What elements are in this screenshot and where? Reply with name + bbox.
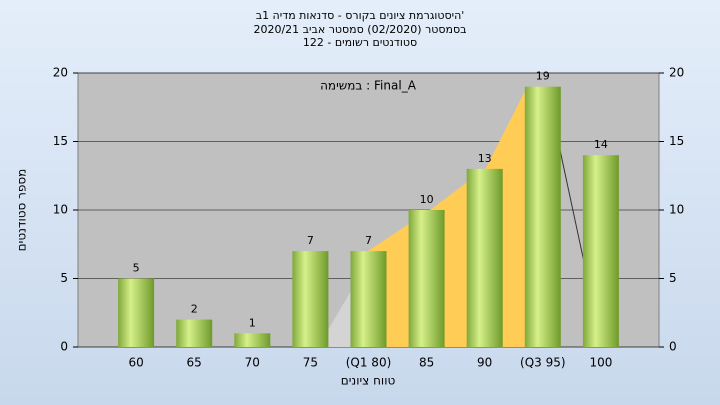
trend-line [559, 149, 585, 263]
x-tick-label: 60 [128, 356, 143, 370]
bar [582, 155, 619, 347]
bar [466, 168, 503, 347]
y2-tick-label: 10 [669, 203, 684, 217]
bar [408, 210, 445, 347]
value-label: 13 [478, 152, 492, 165]
bar [350, 251, 387, 347]
value-label: 7 [307, 234, 314, 247]
y-tick-label: 0 [60, 340, 68, 354]
value-label: 14 [594, 138, 608, 151]
bar [524, 86, 561, 347]
bar [118, 278, 155, 347]
x-tick-label: 70 [245, 356, 260, 370]
bar [176, 319, 213, 347]
bar [234, 333, 271, 347]
chart-subtitle: בסמסטר (02/2020) סמסטר אביב 2020/21 [253, 23, 466, 36]
x-tick-label: (Q1 80) [346, 356, 392, 370]
x-tick-label: (Q3 95) [520, 356, 566, 370]
x-axis-label: טווח ציונים [341, 374, 396, 388]
y2-tick-label: 0 [669, 340, 677, 354]
x-tick-label: 100 [589, 356, 612, 370]
value-label: 2 [191, 303, 198, 316]
x-tick-label: 75 [303, 356, 318, 370]
annotation: Final_A : במשימה [320, 79, 417, 93]
value-label: 1 [249, 316, 256, 329]
y2-tick-label: 15 [669, 134, 684, 148]
value-label: 5 [133, 262, 140, 275]
chart-title: 'היסטוגרמת ציונים בקורס - סדנאות מדיה 1ב [256, 9, 465, 22]
y-tick-label: 15 [53, 134, 68, 148]
y-tick-label: 10 [53, 203, 68, 217]
value-label: 10 [420, 193, 434, 206]
value-label: 7 [365, 234, 372, 247]
y2-tick-label: 5 [669, 271, 677, 285]
x-tick-label: 90 [477, 356, 492, 370]
y2-tick-label: 20 [669, 66, 684, 80]
y-tick-label: 20 [53, 66, 68, 80]
y-axis-label: מספר סטודנטים [15, 169, 29, 252]
chart-subtitle: סטודנטים רשומים - 122 [303, 36, 417, 49]
y-tick-label: 5 [60, 271, 68, 285]
x-tick-label: 65 [187, 356, 202, 370]
bar [292, 251, 329, 347]
x-tick-label: 85 [419, 356, 434, 370]
value-label: 19 [536, 70, 550, 83]
